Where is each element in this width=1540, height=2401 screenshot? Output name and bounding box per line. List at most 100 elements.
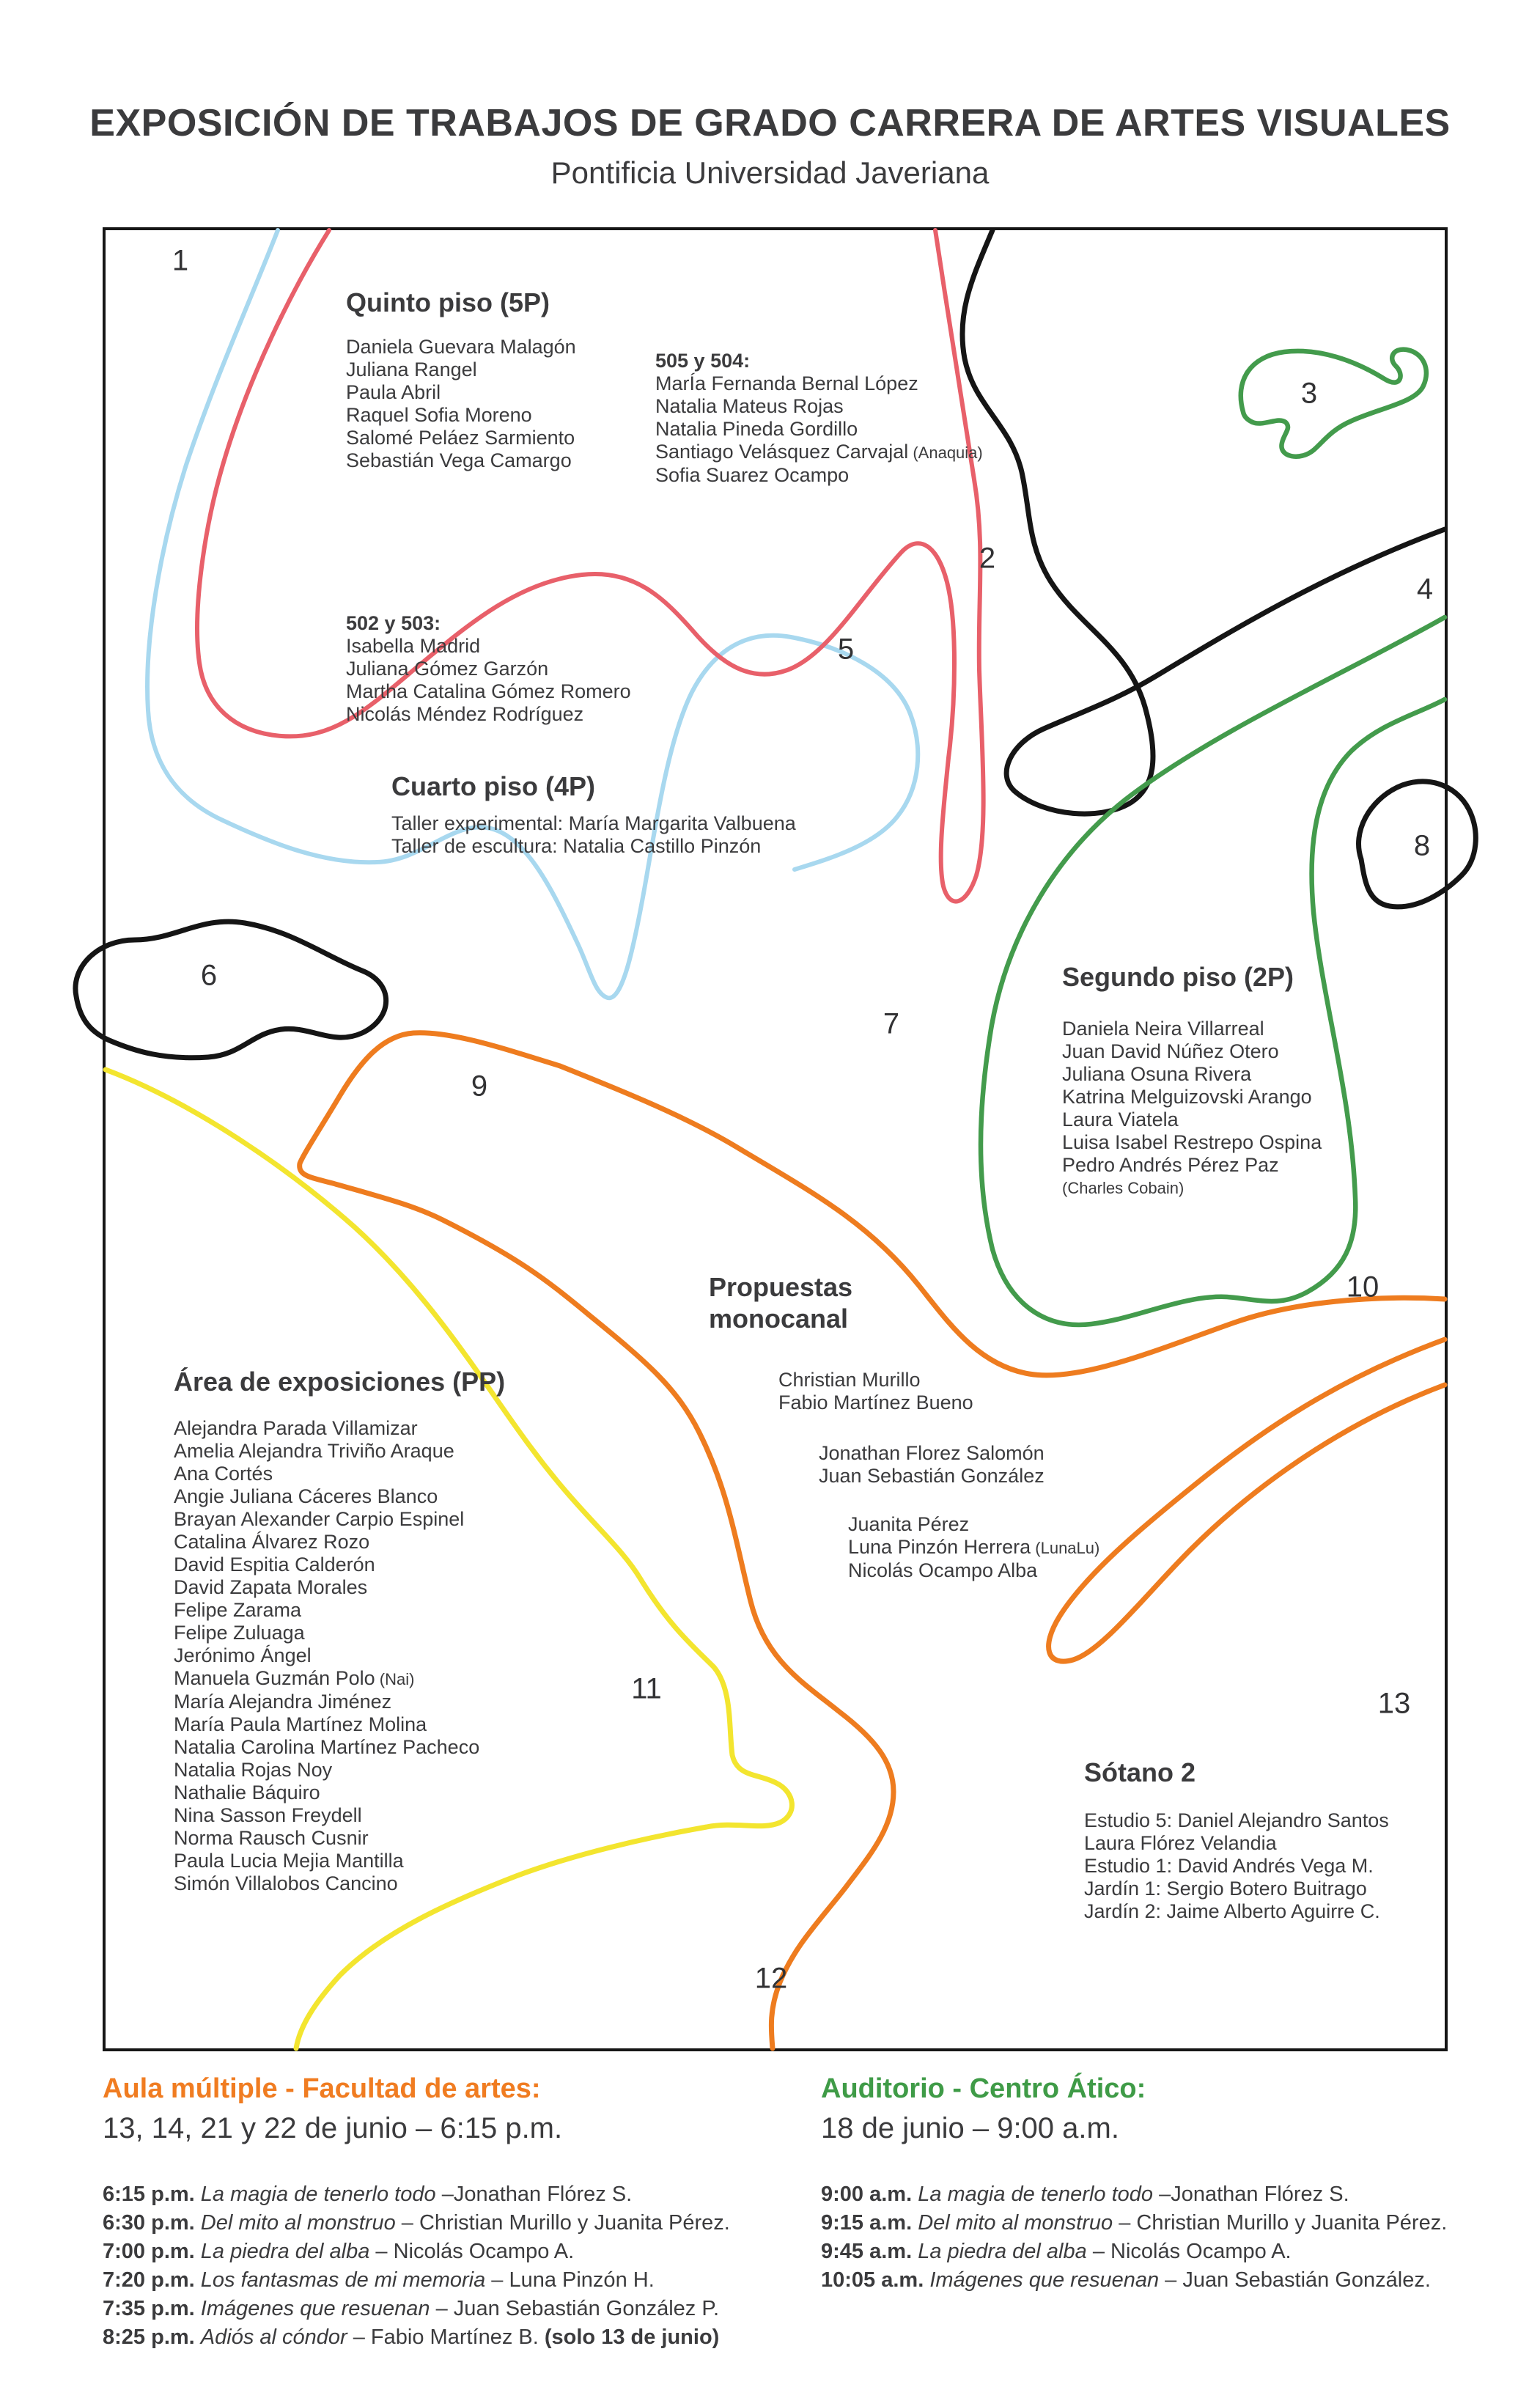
names-list: Estudio 5: Daniel Alejandro Santos Laura … xyxy=(1084,1809,1389,1923)
schedule-item: 9:45 a.m. La piedra del alba – Nicolás O… xyxy=(821,2240,1292,2263)
exhibition-map: 1 2 3 4 5 6 7 8 9 10 11 12 13 Quinto pis… xyxy=(73,227,1478,2051)
map-number-10: 10 xyxy=(1346,1271,1379,1304)
section-heading: Segundo piso (2P) xyxy=(1062,962,1294,992)
list-line: Catalina Álvarez Rozo xyxy=(174,1531,370,1553)
list-line: David Espitia Calderón xyxy=(174,1554,375,1575)
map-number-1: 1 xyxy=(172,244,189,277)
schedule-item: 10:05 a.m. Imágenes que resuenan – Juan … xyxy=(821,2268,1431,2292)
green-contour-line xyxy=(978,614,1448,1328)
list-line: Juliana Rangel xyxy=(346,359,477,380)
schedule-items: 6:15 p.m. La magia de tenerlo todo –Jona… xyxy=(103,2180,730,2352)
list-line: Martha Catalina Gómez Romero xyxy=(346,680,631,702)
map-number-6: 6 xyxy=(200,959,218,992)
list-line: Nicolás Ocampo Alba xyxy=(848,1559,1038,1581)
blue-contour-line xyxy=(145,228,921,1001)
list-line: Norma Rausch Cusnir xyxy=(174,1827,369,1849)
list-line: Pedro Andrés Pérez Paz xyxy=(1062,1154,1279,1176)
propuestas-group-1: Christian Murillo Fabio Martínez Bueno xyxy=(778,1369,973,1414)
list-line: Estudio 5: Daniel Alejandro Santos xyxy=(1084,1809,1389,1831)
black-contour-line xyxy=(959,227,1448,817)
list-line: Salomé Peláez Sarmiento xyxy=(346,427,575,449)
section-segundo-piso: Segundo piso (2P) Daniela Neira Villarre… xyxy=(1062,962,1322,1199)
orange-hairpin-line xyxy=(1046,1336,1448,1664)
schedule-item: 8:25 p.m. Adiós al cóndor – Fabio Martín… xyxy=(103,2325,720,2349)
contour-lines-canvas xyxy=(73,227,1478,2051)
list-line: Laura Flórez Velandia xyxy=(1084,1832,1277,1854)
schedule-aula-multiple: Aula múltiple - Facultad de artes: 13, 1… xyxy=(103,2073,730,2352)
propuestas-group-2: Jonathan Florez Salomón Juan Sebastián Go… xyxy=(819,1442,1045,1488)
map-number-11: 11 xyxy=(631,1672,662,1705)
schedule-dates: 13, 14, 21 y 22 de junio – 6:15 p.m. xyxy=(103,2112,563,2144)
green-blob-region-3 xyxy=(1238,347,1429,459)
section-propuestas-heading: Propuestas monocanal xyxy=(709,1271,877,1334)
list-line: Nicolás Méndez Rodríguez xyxy=(346,703,584,725)
map-number-12: 12 xyxy=(754,1962,788,1995)
schedule-item: 6:30 p.m. Del mito al monstruo – Christi… xyxy=(103,2211,730,2235)
name-note: (LunaLu) xyxy=(1031,1539,1100,1557)
list-line: Katrina Melguizovski Arango xyxy=(1062,1086,1312,1108)
section-cuarto-piso: Cuarto piso (4P) Taller experimental: Ma… xyxy=(391,771,796,858)
list-line: Jardín 2: Jaime Alberto Aguirre C. xyxy=(1084,1900,1380,1922)
red-contour-line xyxy=(195,228,986,904)
names-list: Christian Murillo Fabio Martínez Bueno xyxy=(778,1369,973,1414)
list-line: Fabio Martínez Bueno xyxy=(778,1391,973,1413)
list-line: Manuela Guzmán Polo (Nai) xyxy=(174,1667,415,1689)
section-505-504: 505 y 504: MarÍa Fernanda Bernal López Na… xyxy=(655,350,983,487)
list-line: Juan David Núñez Otero xyxy=(1062,1040,1279,1062)
list-line: Estudio 1: David Andrés Vega M. xyxy=(1084,1855,1374,1877)
list-line: María Paula Martínez Molina xyxy=(174,1713,427,1735)
list-line: Angie Juliana Cáceres Blanco xyxy=(174,1485,438,1507)
list-line: Nathalie Báquiro xyxy=(174,1782,320,1803)
map-number-5: 5 xyxy=(837,633,855,666)
list-line: Laura Viatela xyxy=(1062,1108,1179,1130)
black-blob-region-6 xyxy=(73,919,389,1061)
section-heading: Cuarto piso (4P) xyxy=(391,771,596,801)
section-sotano-2: Sótano 2 Estudio 5: Daniel Alejandro San… xyxy=(1084,1757,1389,1923)
names-list: MarÍa Fernanda Bernal López Natalia Mateu… xyxy=(655,372,983,487)
list-line: Luisa Isabel Restrepo Ospina xyxy=(1062,1131,1322,1153)
schedule-heading: Aula múltiple - Facultad de artes: xyxy=(103,2073,541,2104)
schedule-item: 7:00 p.m. La piedra del alba – Nicolás O… xyxy=(103,2240,575,2263)
name-note: (Anaquia) xyxy=(908,444,983,462)
orange-contour-line xyxy=(297,1030,1448,2051)
names-list: Jonathan Florez Salomón Juan Sebastián Go… xyxy=(819,1442,1045,1488)
map-number-7: 7 xyxy=(883,1007,900,1040)
list-line: Paula Lucia Mejia Mantilla xyxy=(174,1850,404,1872)
propuestas-group-3: Juanita Pérez Luna Pinzón Herrera (LunaLu… xyxy=(848,1513,1099,1582)
name-note: (Nai) xyxy=(375,1670,415,1688)
footnote-dot: . xyxy=(103,2317,109,2341)
names-list: Taller experimental: María Margarita Val… xyxy=(391,812,796,858)
schedule-item: 9:00 a.m. La magia de tenerlo todo –Jona… xyxy=(821,2183,1349,2206)
list-line: (Charles Cobain) xyxy=(1062,1179,1185,1197)
poster-title: EXPOSICIÓN DE TRABAJOS DE GRADO CARRERA … xyxy=(89,102,1451,144)
map-number-2: 2 xyxy=(979,542,996,575)
list-line: Daniela Neira Villarreal xyxy=(1062,1018,1264,1040)
list-line: Juanita Pérez xyxy=(848,1513,970,1535)
list-line: MarÍa Fernanda Bernal López xyxy=(655,372,918,394)
list-line: Felipe Zarama xyxy=(174,1599,302,1621)
schedule-heading: Auditorio - Centro Ático: xyxy=(821,2073,1146,2104)
list-line: Brayan Alexander Carpio Espinel xyxy=(174,1508,465,1530)
section-heading: Área de exposiciones (PP) xyxy=(174,1367,506,1397)
map-number-4: 4 xyxy=(1416,573,1434,606)
list-line: Taller de escultura: Natalia Castillo Pi… xyxy=(391,835,762,857)
list-line: Luna Pinzón Herrera (LunaLu) xyxy=(848,1536,1100,1558)
names-list: Alejandra Parada Villamizar Amelia Alejan… xyxy=(174,1417,505,1895)
map-number-3: 3 xyxy=(1300,377,1318,410)
schedule-item: 9:15 a.m. Del mito al monstruo – Christi… xyxy=(821,2211,1448,2235)
list-line: Jonathan Florez Salomón xyxy=(819,1442,1045,1464)
list-line: Sebastián Vega Camargo xyxy=(346,449,572,471)
list-line: Natalia Rojas Noy xyxy=(174,1759,333,1781)
list-line: Christian Murillo xyxy=(778,1369,921,1391)
schedule-items: 9:00 a.m. La magia de tenerlo todo –Jona… xyxy=(821,2180,1447,2295)
list-line: David Zapata Morales xyxy=(174,1576,368,1598)
list-line: Jardín 1: Sergio Botero Buitrago xyxy=(1084,1878,1367,1900)
list-line: Juliana Osuna Rivera xyxy=(1062,1063,1252,1085)
list-line: Ana Cortés xyxy=(174,1463,273,1485)
list-line: Isabella Madrid xyxy=(346,635,481,657)
list-line: Nina Sasson Freydell xyxy=(174,1804,362,1826)
names-list: Daniela Neira Villarreal Juan David Núñez… xyxy=(1062,1018,1322,1199)
schedule-item: 7:35 p.m. Imágenes que resuenan – Juan S… xyxy=(103,2297,720,2320)
section-502-503: 502 y 503: Isabella Madrid Juliana Gómez … xyxy=(346,612,631,726)
section-area-exposiciones: Área de exposiciones (PP) Alejandra Para… xyxy=(174,1367,505,1895)
